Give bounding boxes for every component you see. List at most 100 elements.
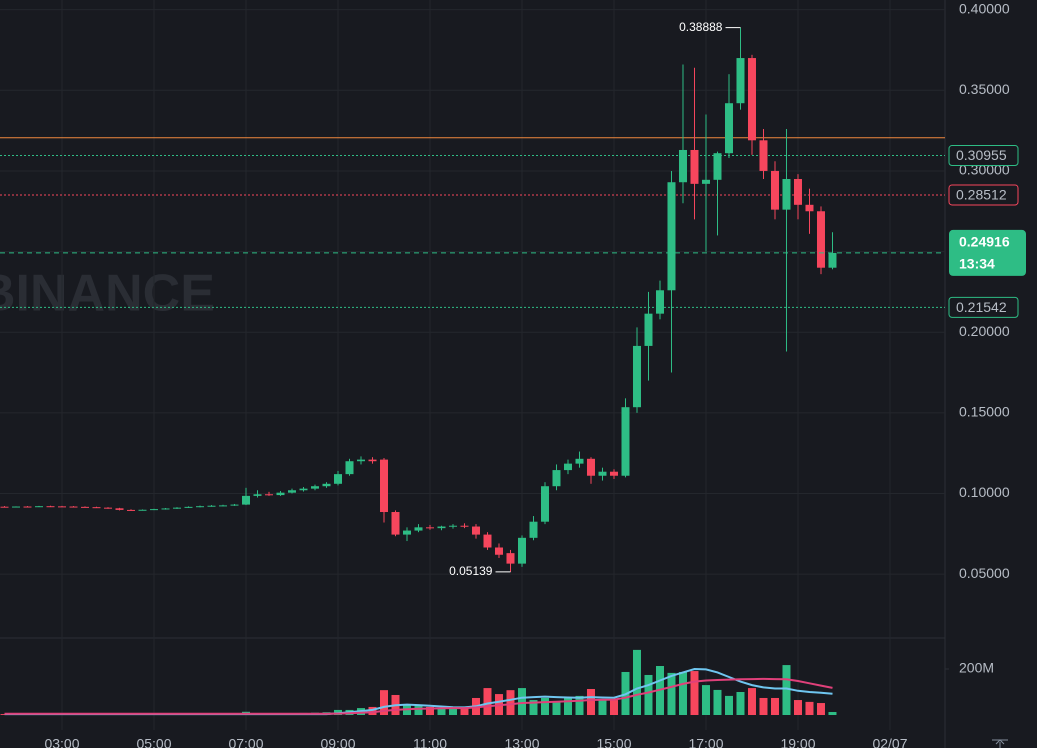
candle-body [35,506,44,508]
candle-body [586,458,595,476]
volume-bar [770,697,779,715]
candle-body [322,483,331,487]
candle-body [276,492,285,496]
volume-bar [575,695,584,715]
candle-body [46,506,55,508]
candle-body [265,494,274,496]
x-tick-label: 15:00 [596,736,631,748]
x-tick-label: 02/07 [872,736,907,748]
candle-body [81,506,90,508]
candle-body [448,525,457,527]
candle-body [92,507,101,509]
candle-body [517,537,526,564]
candle-body [667,182,676,291]
watermark: BINANCE [0,265,215,323]
candle-body [104,507,113,509]
x-tick-label: 17:00 [688,736,723,748]
candle-body [632,345,641,408]
candle-body [747,58,756,141]
volume-bar [563,697,572,715]
volume-ma-line [4,677,833,715]
volume-bar [724,695,733,715]
volume-bar [552,701,561,715]
volume-bar [805,701,814,715]
candle-body [713,153,722,180]
candle-body [540,486,549,522]
candle-body [253,494,262,496]
candle-body [345,461,354,475]
volume-bar [529,700,538,715]
volume-bar [540,697,549,715]
candle-body [207,505,216,507]
candle-body [368,459,377,462]
candle-body [690,149,699,184]
volume-bar [667,672,676,715]
candle-body [402,530,411,535]
volume-bar [425,706,434,715]
candle-body [173,507,182,509]
scroll-icon[interactable] [992,739,1008,748]
x-tick-label: 19:00 [780,736,815,748]
candle-body [736,58,745,104]
x-tick-label: 13:00 [504,736,539,748]
volume-bar [368,706,377,715]
candle-body [529,521,538,538]
candle-body [701,179,710,184]
price-badge [948,296,1019,318]
candle-body [494,547,503,555]
candle-body [655,290,664,314]
candle-body [782,179,791,210]
price-badge-label: 0.30955 [956,147,1007,163]
high-marker-label: 0.38888 [679,20,723,34]
candle-body [299,488,308,491]
candle-body [288,490,297,493]
candle-body [770,170,779,210]
candle-body [506,553,515,564]
candle-body [230,504,239,506]
candle-body [678,149,687,183]
candle-body [127,509,136,511]
candle-body [759,140,768,171]
volume-bar [701,685,710,715]
volume-bar [678,671,687,715]
candle-body [311,486,319,489]
y-tick-label: 0.20000 [959,323,1010,339]
volume-bar [793,700,802,715]
price-badge [948,184,1019,206]
candle-body [379,459,388,513]
candle-body [23,506,32,508]
y-tick-label: 0.35000 [959,81,1010,97]
candle-body [58,506,67,508]
volume-bar [782,665,791,715]
volume-bar [736,691,745,715]
price-badge-label: 0.28512 [956,187,1007,203]
volume-bar [437,708,446,715]
x-tick-label: 07:00 [228,736,263,748]
candle-body [621,407,630,476]
candle-body [414,527,423,531]
low-marker-label: 0.05139 [449,564,493,578]
candle-body [805,204,814,212]
candle-body [644,313,653,346]
candle-body [161,508,170,510]
candle-body [391,512,400,535]
volume-bar [759,697,768,715]
volume-bar [379,690,388,715]
last-price-badge [949,229,1026,276]
candle-body [69,506,78,508]
volume-bar [632,649,641,715]
volume-bar [460,708,469,715]
volume-tick-label: 200M [959,660,994,676]
candle-body [724,103,733,154]
volume-bar [483,688,492,715]
volume-bar [414,706,423,715]
last-price-label: 0.24916 [959,234,1010,250]
candle-body [356,459,365,462]
candle-body [437,526,446,529]
candle-body [609,471,618,476]
volume-bar [828,712,837,715]
volume-bar [609,700,618,715]
candle-body [828,252,837,268]
